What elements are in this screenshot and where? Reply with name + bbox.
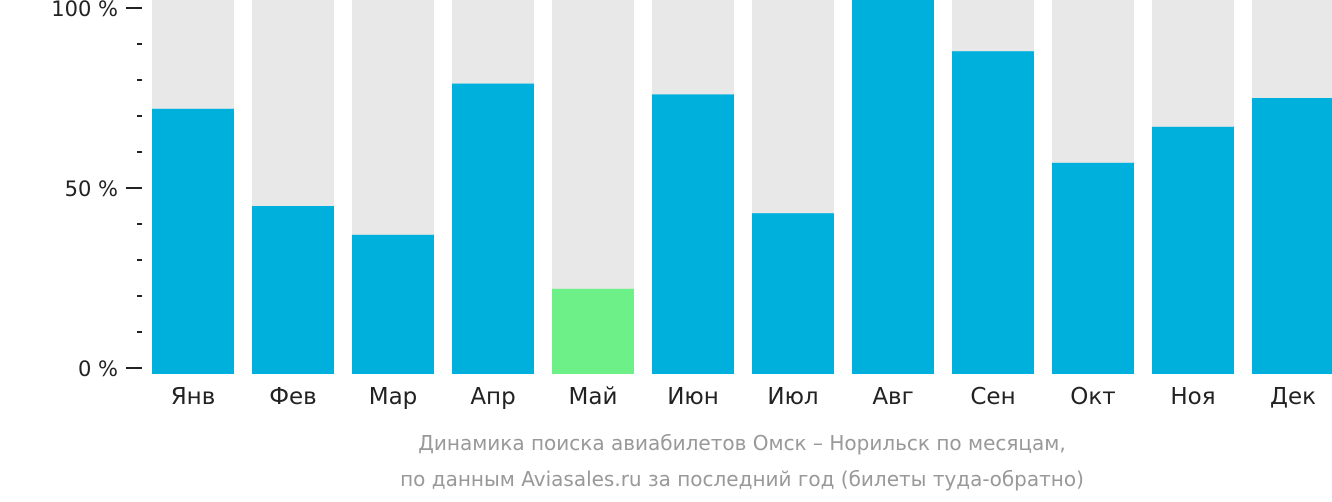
bar-Июл — [752, 213, 834, 374]
bars — [152, 0, 1332, 375]
x-tick-label: Фев — [269, 384, 317, 410]
x-axis-labels: Янв Фев Мар Апр Май Июн Июл Авг Сен Окт Ноя Дек — [171, 384, 1316, 410]
bar-Окт — [1052, 162, 1134, 374]
bar-Ноя — [1152, 126, 1234, 374]
x-tick-label: Сен — [970, 384, 1015, 410]
bar-Фев — [252, 206, 334, 374]
x-tick-label: Апр — [470, 384, 515, 410]
bar-Авг — [852, 0, 934, 374]
x-tick-label: Ноя — [1170, 384, 1215, 410]
y-tick-label: 100 % — [51, 0, 118, 21]
bar-Апр — [452, 83, 534, 374]
y-tick-label: 50 % — [65, 177, 118, 201]
bar-Май — [552, 288, 634, 374]
bar-Июн — [652, 94, 734, 375]
x-tick-label: Июн — [667, 384, 719, 410]
chart-caption-line-1: Динамика поиска авиабилетов Омск – Норил… — [418, 431, 1066, 455]
x-tick-label: Май — [569, 384, 618, 410]
x-tick-label: Окт — [1070, 384, 1115, 410]
x-tick-label: Мар — [369, 384, 418, 410]
x-tick-label: Авг — [872, 384, 913, 410]
x-tick-label: Янв — [171, 384, 216, 410]
x-tick-label: Дек — [1270, 384, 1316, 410]
bar-Янв — [152, 108, 234, 375]
bar-Дек — [1252, 98, 1332, 374]
chart-caption-line-2: по данным Aviasales.ru за последний год … — [400, 467, 1084, 491]
bar-Сен — [952, 51, 1034, 374]
bar-chart: 0 % 50 % 100 % Янв Фев Мар Апр Май Июн Июл Авг Сен… — [51, 0, 1332, 410]
bar-Мар — [352, 234, 434, 374]
y-tick-label: 0 % — [78, 357, 118, 381]
x-tick-label: Июл — [767, 384, 818, 410]
y-axis: 0 % 50 % 100 % — [51, 0, 142, 381]
